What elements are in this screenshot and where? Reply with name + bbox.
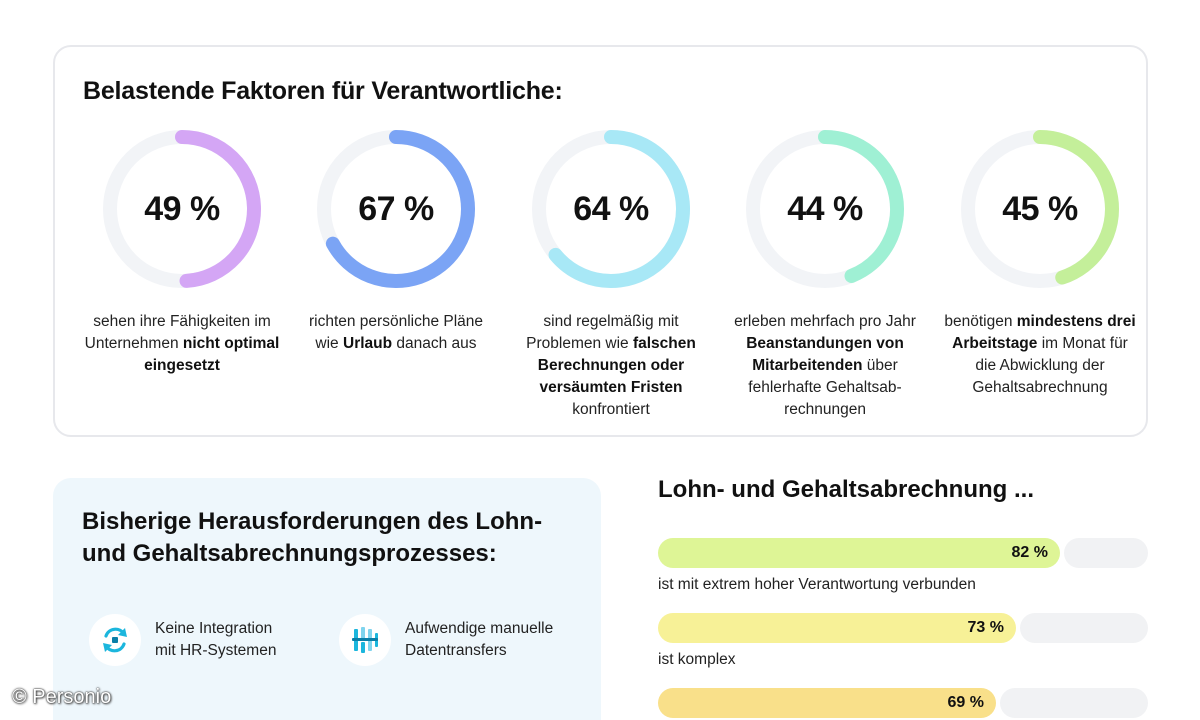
bar-track: 82 % bbox=[658, 538, 1148, 568]
feature-integration-line2: mit HR-Systemen bbox=[155, 642, 277, 659]
sync-arrows-icon bbox=[89, 614, 141, 666]
ring-value: 67 % bbox=[358, 189, 434, 228]
bar-category-label: ist komplex bbox=[658, 651, 736, 668]
bar-remainder bbox=[1020, 613, 1148, 643]
ring-svg bbox=[961, 130, 1119, 288]
bar-remainder bbox=[1000, 688, 1148, 718]
data-transfer-icon bbox=[339, 614, 391, 666]
bars-title: Lohn- und Gehaltsabrechnung ... bbox=[658, 476, 1034, 503]
bar-fill bbox=[658, 688, 996, 718]
bar-remainder bbox=[1064, 538, 1148, 568]
ring-chart: 45 % bbox=[958, 127, 1122, 291]
bar-row: 73 % ist komplex bbox=[658, 613, 1148, 669]
bar-fill bbox=[658, 613, 1016, 643]
stat-description: benötigen mindestens drei Arbeitstage im… bbox=[944, 313, 1136, 396]
ring-value: 49 % bbox=[144, 189, 220, 228]
ring-chart: 64 % bbox=[529, 127, 693, 291]
feature-data-transfer-line1: Aufwendige manuelle bbox=[405, 620, 554, 637]
stat-3: 64 % sind regelmäßig mit Problemen wie fa… bbox=[506, 127, 716, 421]
bar-value-label: 69 % bbox=[947, 694, 984, 711]
feature-data-transfer-line2: Datentransfers bbox=[405, 642, 507, 659]
bar-row: 69 % bbox=[658, 688, 1148, 718]
ring-svg bbox=[317, 130, 475, 288]
ring-value: 45 % bbox=[1002, 189, 1078, 228]
feature-data-transfer: Aufwendige manuelle Datentransfers bbox=[339, 614, 553, 666]
stat-1: 49 % sehen ihre Fähigkeiten im Unternehme… bbox=[77, 127, 287, 377]
ring-value: 44 % bbox=[787, 189, 863, 228]
ring-arc bbox=[818, 130, 904, 283]
ring-svg bbox=[532, 130, 690, 288]
ring-chart: 67 % bbox=[314, 127, 478, 291]
stat-description: sehen ihre Fähigkeiten im Unternehmen ni… bbox=[84, 313, 280, 374]
bar-category-label: ist mit extrem hoher Verantwortung verbu… bbox=[658, 576, 976, 593]
factors-title: Belastende Faktoren für Verantwortliche: bbox=[83, 77, 563, 105]
ring-chart: 44 % bbox=[743, 127, 907, 291]
stat-description: sind regelmäßig mit Problemen wie falsch… bbox=[526, 313, 696, 418]
ring-value: 64 % bbox=[573, 189, 649, 228]
stat-4: 44 % erleben mehrfach pro Jahr Beanstandu… bbox=[720, 127, 930, 421]
bar-track: 73 % bbox=[658, 613, 1148, 643]
bar-row: 82 % ist mit extrem hoher Verantwortung v… bbox=[658, 538, 1148, 594]
bar-track: 69 % bbox=[658, 688, 1148, 718]
ring-svg bbox=[746, 130, 904, 288]
bar-value-label: 82 % bbox=[1011, 544, 1048, 561]
feature-integration: Keine Integration mit HR-Systemen bbox=[89, 614, 276, 666]
copyright-watermark: © Personio bbox=[12, 686, 112, 708]
ring-arc bbox=[548, 130, 690, 288]
stat-2: 67 % richten persönliche Pläne wie Urlaub… bbox=[291, 127, 501, 355]
factors-card: Belastende Faktoren für Verantwortliche:… bbox=[53, 45, 1148, 437]
stat-description: erleben mehrfach pro Jahr Beanstandungen… bbox=[734, 313, 916, 418]
bar-value-label: 73 % bbox=[967, 619, 1004, 636]
bar-fill bbox=[658, 538, 1060, 568]
feature-integration-line1: Keine Integration bbox=[155, 620, 273, 637]
ring-arc bbox=[325, 130, 475, 288]
ring-chart: 49 % bbox=[100, 127, 264, 291]
stat-description: richten persönliche Pläne wie Urlaub dan… bbox=[308, 313, 484, 352]
ring-arc bbox=[175, 130, 261, 288]
stat-5: 45 % benötigen mindestens drei Arbeitstag… bbox=[935, 127, 1145, 399]
ring-arc bbox=[1033, 130, 1119, 285]
ring-svg bbox=[103, 130, 261, 288]
challenges-card: Bisherige Herausforderungen des Lohn- un… bbox=[53, 478, 601, 720]
challenges-title: Bisherige Herausforderungen des Lohn- un… bbox=[82, 508, 543, 567]
